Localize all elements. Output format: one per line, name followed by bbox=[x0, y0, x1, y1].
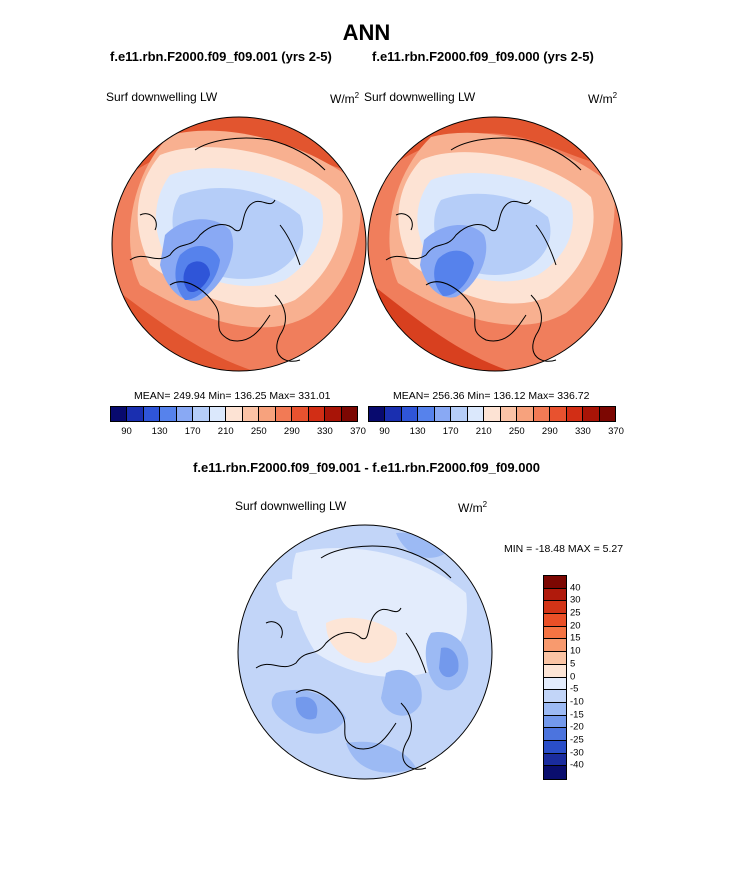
colorbar-tick-label: -30 bbox=[570, 747, 584, 759]
polar-map-panel2 bbox=[367, 116, 623, 372]
panel1-stats: MEAN= 249.94 Min= 136.25 Max= 331.01 bbox=[134, 390, 331, 402]
diff-minmax: MIN = -18.48 MAX = 5.27 bbox=[504, 543, 624, 555]
panel1-colorbar bbox=[110, 406, 358, 422]
colorbar-swatch bbox=[209, 407, 227, 421]
colorbar-tick-label: 250 bbox=[250, 426, 267, 437]
colorbar-tick-label: -10 bbox=[570, 696, 584, 708]
panel1-case-title: f.e11.rbn.F2000.f09_f09.001 (yrs 2-5) bbox=[110, 49, 332, 64]
colorbar-swatch bbox=[550, 407, 567, 421]
colorbar-swatch bbox=[385, 407, 402, 421]
colorbar-swatch bbox=[418, 407, 435, 421]
colorbar-swatch bbox=[544, 740, 566, 754]
colorbar-swatch bbox=[583, 407, 600, 421]
colorbar-tick-label: -20 bbox=[570, 721, 584, 733]
colorbar-tick-label: 40 bbox=[570, 582, 581, 594]
colorbar-tick-label: 130 bbox=[409, 426, 426, 437]
colorbar-swatch bbox=[544, 753, 566, 767]
panel1-units: W/m2 bbox=[330, 91, 360, 106]
colorbar-swatch bbox=[544, 702, 566, 716]
colorbar-swatch bbox=[599, 407, 616, 421]
colorbar-tick-label: 330 bbox=[574, 426, 591, 437]
colorbar-tick-label: 370 bbox=[350, 426, 366, 437]
colorbar-swatch bbox=[544, 576, 566, 589]
polar-map-difference bbox=[237, 524, 493, 780]
colorbar-swatch bbox=[544, 588, 566, 602]
panel1-colorbar-ticks: 90 130 170 210 250 290 330 370 bbox=[110, 426, 366, 438]
colorbar-swatch bbox=[544, 626, 566, 640]
diff-colorbar-ticks: 40 30 25 20 15 10 5 0 -5 -10 -15 -20 -25 -30 -40 bbox=[570, 575, 600, 778]
colorbar-tick-label: 290 bbox=[283, 426, 300, 437]
colorbar-swatch bbox=[484, 407, 501, 421]
colorbar-swatch bbox=[434, 407, 452, 421]
colorbar-tick-label: 5 bbox=[570, 658, 576, 670]
colorbar-tick-label: 10 bbox=[570, 645, 581, 657]
colorbar-swatch bbox=[544, 677, 566, 691]
panel2-colorbar-ticks: 90 130 170 210 250 290 330 370 bbox=[368, 426, 624, 438]
colorbar-swatch bbox=[467, 407, 485, 421]
diff-variable-label: Surf downwelling LW bbox=[235, 499, 347, 513]
panel2-case-title: f.e11.rbn.F2000.f09_f09.000 (yrs 2-5) bbox=[372, 49, 594, 64]
colorbar-tick-label: 210 bbox=[217, 426, 234, 437]
colorbar-tick-label: 90 bbox=[121, 426, 132, 437]
colorbar-swatch bbox=[341, 407, 358, 421]
colorbar-swatch bbox=[544, 614, 566, 627]
colorbar-tick-label: 330 bbox=[316, 426, 333, 437]
colorbar-swatch bbox=[544, 690, 566, 703]
panel2-stats: MEAN= 256.36 Min= 136.12 Max= 336.72 bbox=[393, 390, 590, 402]
panel2-units: W/m2 bbox=[588, 91, 618, 106]
colorbar-tick-label: -5 bbox=[570, 683, 579, 695]
colorbar-tick-label: 15 bbox=[570, 632, 581, 644]
colorbar-tick-label: 130 bbox=[151, 426, 168, 437]
diff-colorbar bbox=[543, 575, 567, 780]
colorbar-swatch bbox=[544, 715, 566, 729]
colorbar-tick-label: -25 bbox=[570, 734, 584, 746]
colorbar-tick-label: 250 bbox=[508, 426, 525, 437]
panel1-variable-label: Surf downwelling LW bbox=[106, 90, 218, 104]
colorbar-swatch bbox=[544, 652, 566, 665]
colorbar-tick-label: 370 bbox=[608, 426, 624, 437]
colorbar-swatch bbox=[533, 407, 551, 421]
colorbar-swatch bbox=[544, 601, 566, 615]
colorbar-tick-label: 170 bbox=[184, 426, 201, 437]
panel2-variable-label: Surf downwelling LW bbox=[364, 90, 476, 104]
colorbar-swatch bbox=[544, 766, 566, 779]
colorbar-tick-label: 0 bbox=[570, 671, 576, 682]
colorbar-tick-label: 210 bbox=[475, 426, 492, 437]
colorbar-swatch bbox=[160, 407, 177, 421]
colorbar-swatch bbox=[143, 407, 161, 421]
page-title: ANN bbox=[342, 20, 391, 45]
colorbar-swatch bbox=[544, 639, 566, 653]
colorbar-tick-label: 290 bbox=[541, 426, 558, 437]
colorbar-swatch bbox=[566, 407, 584, 421]
colorbar-tick-label: 30 bbox=[570, 594, 581, 606]
colorbar-tick-label: 90 bbox=[379, 426, 390, 437]
diff-units: W/m2 bbox=[458, 500, 488, 515]
colorbar-swatch bbox=[259, 407, 276, 421]
colorbar-swatch bbox=[544, 664, 566, 678]
colorbar-swatch bbox=[242, 407, 260, 421]
colorbar-tick-label: -40 bbox=[570, 759, 584, 771]
colorbar-swatch bbox=[308, 407, 326, 421]
colorbar-swatch bbox=[369, 407, 386, 421]
colorbar-swatch bbox=[517, 407, 534, 421]
colorbar-swatch bbox=[193, 407, 210, 421]
colorbar-swatch bbox=[292, 407, 309, 421]
colorbar-swatch bbox=[325, 407, 342, 421]
colorbar-swatch bbox=[544, 728, 566, 741]
colorbar-swatch bbox=[127, 407, 144, 421]
colorbar-swatch bbox=[451, 407, 468, 421]
diff-title: f.e11.rbn.F2000.f09_f09.001 - f.e11.rbn.… bbox=[193, 460, 540, 475]
colorbar-swatch bbox=[500, 407, 518, 421]
colorbar-tick-label: 20 bbox=[570, 620, 581, 632]
colorbar-tick-label: -15 bbox=[570, 709, 584, 721]
colorbar-swatch bbox=[176, 407, 194, 421]
colorbar-tick-label: 170 bbox=[442, 426, 459, 437]
colorbar-swatch bbox=[275, 407, 293, 421]
colorbar-tick-label: 25 bbox=[570, 607, 581, 619]
colorbar-swatch bbox=[226, 407, 243, 421]
colorbar-swatch bbox=[111, 407, 128, 421]
panel2-colorbar bbox=[368, 406, 616, 422]
colorbar-swatch bbox=[401, 407, 419, 421]
polar-map-panel1 bbox=[111, 116, 367, 372]
